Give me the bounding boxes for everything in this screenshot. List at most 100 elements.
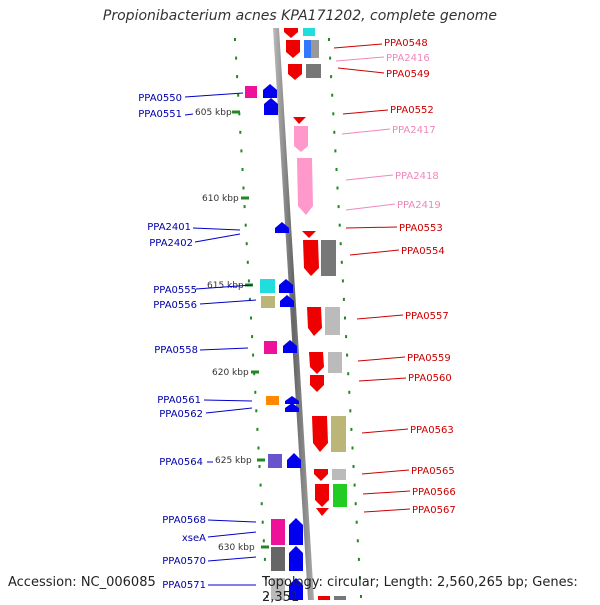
guide-dot [257,446,260,450]
right-leader-lines [333,43,411,513]
guide-dots [234,38,362,598]
gene-arrow-ppa2418[interactable] [297,158,313,215]
gene-label-ppa0558[interactable]: PPA0558 [154,345,198,356]
gene-label-ppa0554[interactable]: PPA0554 [401,246,445,257]
gene-label-ppa0570[interactable]: PPA0570 [162,556,206,567]
cog-box [264,341,277,354]
gene-arrow-ppa0552[interactable] [293,117,306,124]
cog-box [332,469,346,480]
gene-label-ppa0568[interactable]: PPA0568 [162,515,206,526]
gene-label-ppa2402[interactable]: PPA2402 [149,238,193,249]
gene-arrow-ppa0554[interactable] [303,240,319,276]
guide-dot [337,205,340,209]
gene-arrow-ppa0568[interactable] [289,518,303,545]
guide-dot [334,149,337,153]
ruler-label: 630 kbp [218,543,255,553]
gene-label-ppa0549[interactable]: PPA0549 [386,69,430,80]
guide-dot [345,335,348,339]
gene-arrow-ppa0564[interactable] [287,453,301,468]
gene-label-xsea[interactable]: xseA [182,533,206,544]
gene-arrow-ppa0558[interactable] [283,340,297,353]
guide-dot [250,316,252,320]
gene-label-ppa2419[interactable]: PPA2419 [397,200,441,211]
gene-arrow-ppa0567[interactable] [316,508,329,516]
guide-dot [352,465,355,468]
gene-arrow-ppa0571[interactable] [289,578,303,600]
gene-label-ppa0565[interactable]: PPA0565 [411,466,455,477]
cog-box [261,296,275,308]
gene-label-ppa0556[interactable]: PPA0556 [153,300,197,311]
gene-label-ppa0562[interactable]: PPA0562 [159,409,203,420]
guide-dot [248,297,251,301]
gene-label-ppa0557[interactable]: PPA0557 [405,311,449,322]
guide-dot [336,186,339,190]
guide-dot [243,205,246,209]
guide-dot [260,502,263,506]
guide-dot [244,223,247,227]
guide-dot [342,297,345,301]
guide-dot [259,483,262,487]
guide-dot [266,595,268,598]
ruler-label: 620 kbp [212,368,249,378]
gene-label-ppa0564[interactable]: PPA0564 [159,457,203,468]
guide-dot [353,483,356,487]
reverse-strand-genes [245,84,303,600]
gene-label-ppa0548[interactable]: PPA0548 [384,38,428,49]
guide-dot [328,38,330,41]
guide-dot [237,93,240,97]
guide-dot [254,390,257,394]
gene-label-ppa0550[interactable]: PPA0550 [138,93,182,104]
gene-label-ppa0559[interactable]: PPA0559 [407,353,451,364]
guide-dot [331,93,334,97]
gene-label-ppa2416[interactable]: PPA2416 [386,53,430,64]
gene-label-ppa2401[interactable]: PPA2401 [147,222,191,233]
guide-dot [251,335,254,339]
gene-label-ppa0552[interactable]: PPA0552 [390,105,434,116]
gene-arrow-ppa0561[interactable] [285,396,299,404]
gene-arrow-ppa0548[interactable] [286,40,300,58]
guide-dot [348,390,351,394]
guide-dot [346,353,349,357]
gene-arrow-ppa0555[interactable] [279,279,293,293]
cog-box [325,307,340,335]
guide-dot [239,130,242,134]
cog-box [271,519,285,545]
gene-arrow-ppa2417[interactable] [294,126,308,152]
gene-label-ppa0567[interactable]: PPA0567 [412,505,456,516]
gene-arrow-ppa0557[interactable] [307,307,322,336]
left-leader-lines [184,92,257,586]
left-gene-labels: PPA0550 PPA0551 PPA2401 PPA2402 PPA0555 … [138,93,206,591]
gene-arrow-ppa0560[interactable] [310,375,324,392]
gene-arrow-ppa2401[interactable] [275,222,289,233]
gene-label-ppa0571[interactable]: PPA0571 [162,580,206,591]
guide-dot [234,38,236,41]
gene-arrow-ppa0562[interactable] [285,403,299,412]
gene-label-ppa0560[interactable]: PPA0560 [408,373,452,384]
cog-box [318,596,330,600]
right-gene-labels: PPA0548 PPA2416 PPA0549 PPA0552 PPA2417 … [384,38,456,516]
gene-label-ppa2417[interactable]: PPA2417 [392,125,436,136]
ruler-label: 615 kbp [207,281,244,291]
gene-arrow-ppa0550[interactable] [263,84,277,98]
gene-arrow-ppa0566[interactable] [315,484,329,507]
gene-arrow-ppa0565[interactable] [314,469,328,481]
gene-arrow-ppa0551[interactable] [264,98,278,115]
guide-dot [358,576,361,580]
gene-label-ppa0566[interactable]: PPA0566 [412,487,456,498]
gene-label-ppa0563[interactable]: PPA0563 [410,425,454,436]
gene-arrow-ppa0570[interactable] [289,546,303,571]
gene-label-ppa2418[interactable]: PPA2418 [395,171,439,182]
gene-label-ppa0561[interactable]: PPA0561 [157,395,201,406]
gene-label-ppa0555[interactable]: PPA0555 [153,285,197,296]
gene-label-ppa0553[interactable]: PPA0553 [399,223,443,234]
gene-arrow-ppa0556[interactable] [280,295,294,307]
gene-arrow-ppa0549[interactable] [288,64,302,80]
gene-arrow-ppa0559[interactable] [309,352,324,374]
gene-arrow-ppa0553[interactable] [302,231,316,238]
gene-arrow-ppa0563[interactable] [312,416,328,452]
gene-arrow-ppa0548a[interactable] [284,28,298,38]
cog-box [333,484,347,507]
ruler: 605 kbp 610 kbp 615 kbp 620 kbp 625 kbp … [195,108,269,553]
cog-box [268,454,282,468]
gene-label-ppa0551[interactable]: PPA0551 [138,109,182,120]
